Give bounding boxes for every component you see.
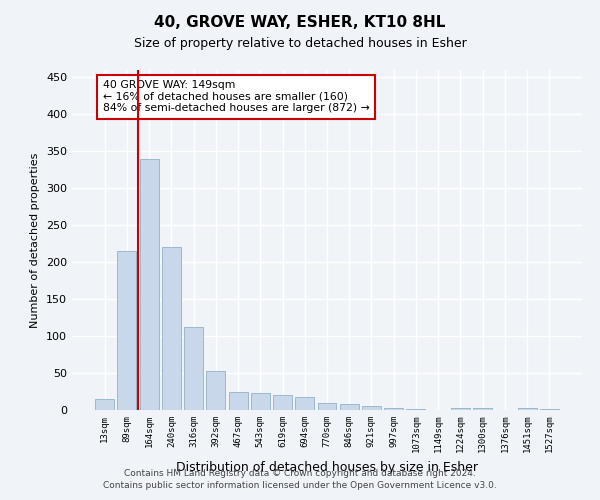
Bar: [95, 399, 114, 410]
Bar: [317, 402, 337, 410]
Text: 40 GROVE WAY: 149sqm
← 16% of detached houses are smaller (160)
84% of semi-deta: 40 GROVE WAY: 149sqm ← 16% of detached h…: [103, 80, 370, 114]
Bar: [406, 408, 425, 410]
Bar: [206, 371, 225, 410]
Text: 40, GROVE WAY, ESHER, KT10 8HL: 40, GROVE WAY, ESHER, KT10 8HL: [154, 15, 446, 30]
Bar: [162, 248, 181, 410]
Bar: [473, 408, 492, 410]
Y-axis label: Number of detached properties: Number of detached properties: [31, 152, 40, 328]
Bar: [340, 404, 359, 410]
Bar: [362, 406, 381, 410]
Bar: [384, 408, 403, 410]
Bar: [118, 251, 136, 410]
Bar: [229, 392, 248, 410]
Bar: [273, 395, 292, 410]
Bar: [518, 408, 536, 410]
Bar: [184, 327, 203, 410]
Bar: [540, 408, 559, 410]
Bar: [295, 396, 314, 410]
Bar: [251, 393, 270, 410]
Text: Contains HM Land Registry data © Crown copyright and database right 2024.
Contai: Contains HM Land Registry data © Crown c…: [103, 468, 497, 490]
X-axis label: Distribution of detached houses by size in Esher: Distribution of detached houses by size …: [176, 461, 478, 474]
Bar: [140, 158, 158, 410]
Bar: [451, 408, 470, 410]
Text: Size of property relative to detached houses in Esher: Size of property relative to detached ho…: [134, 38, 466, 51]
